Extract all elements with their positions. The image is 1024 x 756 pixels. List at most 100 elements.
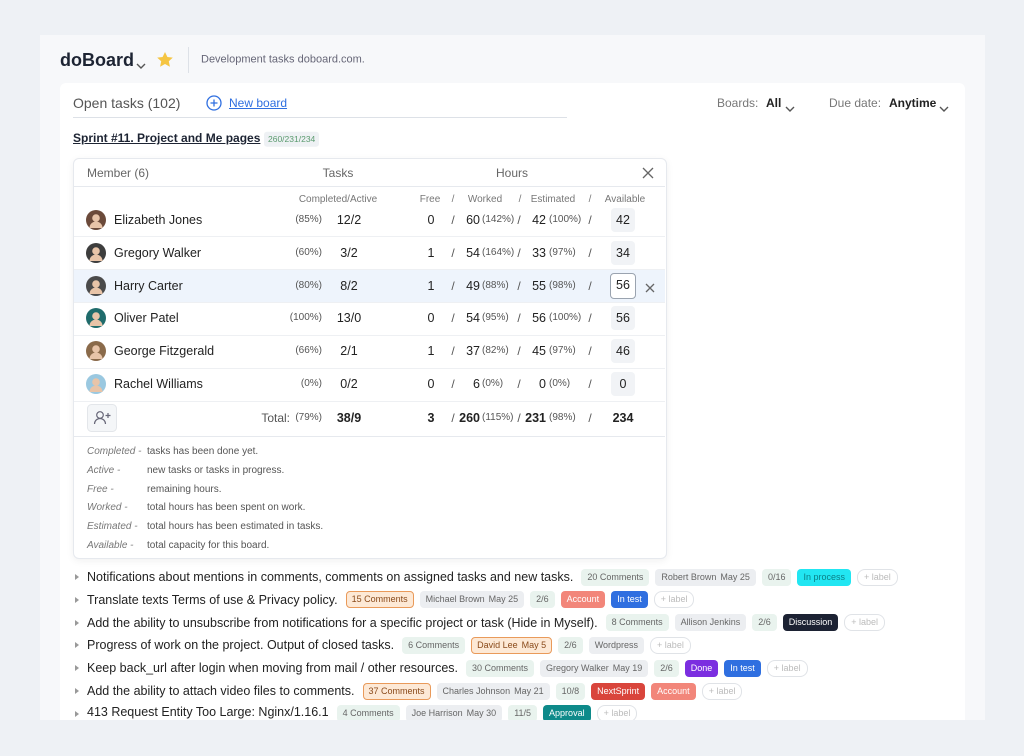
expand-arrow[interactable] xyxy=(73,614,81,632)
task-title[interactable]: Translate texts Terms of use & Privacy p… xyxy=(87,592,338,607)
task-row[interactable]: Add the ability to unsubscribe from noti… xyxy=(73,614,886,632)
assignee-name: Allison Jenkins xyxy=(680,617,741,628)
available-input[interactable]: 56 xyxy=(610,272,636,299)
task-label[interactable]: Done xyxy=(684,659,719,677)
task-label[interactable]: Discussion xyxy=(782,614,839,632)
expand-arrow[interactable] xyxy=(73,591,81,609)
task-label[interactable]: Account xyxy=(560,591,606,609)
boards-chevron[interactable] xyxy=(785,100,795,116)
separator: / xyxy=(588,344,592,359)
add-label[interactable]: + label xyxy=(844,614,886,632)
row-divider xyxy=(74,269,665,271)
assignee-name: Robert Brown xyxy=(661,571,717,582)
expand-arrow[interactable] xyxy=(73,705,81,720)
member-avatar-svg xyxy=(86,374,106,394)
boards-label: Boards: xyxy=(717,96,759,110)
row-clear[interactable] xyxy=(645,281,655,297)
available-input[interactable]: 46 xyxy=(611,339,635,364)
task-label[interactable]: Approval xyxy=(543,704,591,720)
assignee-chip[interactable]: Joe Harrison May 30 xyxy=(405,704,503,720)
add-label[interactable]: + label xyxy=(596,704,638,720)
task-label[interactable]: Account xyxy=(651,682,696,700)
assignee-chip[interactable]: Allison Jenkins xyxy=(674,614,747,632)
task-title[interactable]: Notifications about mentions in comments… xyxy=(87,570,574,584)
legend-term: Estimated - xyxy=(87,521,138,533)
expand-arrow[interactable] xyxy=(73,636,81,654)
panel-close[interactable] xyxy=(642,167,654,183)
due-value[interactable]: Anytime xyxy=(889,96,937,110)
separator: / xyxy=(517,245,521,260)
task-label[interactable]: In test xyxy=(611,591,648,609)
separator: / xyxy=(517,278,521,293)
new-board-link[interactable]: New board xyxy=(229,96,288,110)
comments-chip[interactable]: 30 Comments xyxy=(466,659,535,677)
assignee-date: May 5 xyxy=(521,639,547,650)
comments-chip[interactable]: 20 Comments xyxy=(581,568,650,586)
separator: / xyxy=(451,245,455,260)
add-label[interactable]: + label xyxy=(653,591,695,609)
board-title[interactable]: doBoard xyxy=(60,50,134,70)
expand-arrow[interactable] xyxy=(73,682,81,700)
assignee-chip[interactable]: Michael Brown May 25 xyxy=(419,591,525,609)
member-avatar-svg xyxy=(86,242,106,263)
total-available: 234 xyxy=(612,410,634,425)
add-label[interactable]: + label xyxy=(857,568,898,586)
available-input[interactable]: 34 xyxy=(611,240,635,265)
favorite-star[interactable] xyxy=(156,51,174,73)
member-name: Gregory Walker xyxy=(114,245,202,260)
task-row[interactable]: Translate texts Terms of use & Privacy p… xyxy=(73,591,695,609)
add-member[interactable] xyxy=(87,404,117,436)
task-label[interactable]: In test xyxy=(724,659,761,677)
add-label[interactable]: + label xyxy=(650,636,691,654)
task-row[interactable]: Add the ability to attach video files to… xyxy=(73,682,743,700)
available-input[interactable]: 42 xyxy=(611,208,635,232)
task-title[interactable]: Add the ability to attach video files to… xyxy=(87,684,355,698)
boards-value[interactable]: All xyxy=(766,96,782,110)
task-label[interactable]: Wordpress xyxy=(588,636,645,654)
count-chip: 2/6 xyxy=(530,591,555,609)
legend-term: Available - xyxy=(87,540,134,551)
task-title[interactable]: Add the ability to unsubscribe from noti… xyxy=(87,615,598,630)
arrow-svg xyxy=(75,665,79,672)
assignee-date: May 30 xyxy=(466,707,497,718)
due-chevron[interactable] xyxy=(939,100,949,116)
assignee-date: May 25 xyxy=(720,571,750,582)
add-label[interactable]: + label xyxy=(701,682,743,700)
task-row[interactable]: Keep back_url after login when moving fr… xyxy=(73,659,808,677)
add-label[interactable]: + label xyxy=(766,659,808,677)
assignee-chip[interactable]: David Lee May 5 xyxy=(471,636,553,654)
task-label[interactable]: In process xyxy=(797,568,851,586)
legend-term: Active - xyxy=(87,464,121,476)
comments-chip[interactable]: 15 Comments xyxy=(345,591,414,609)
comments-chip[interactable]: 8 Comments xyxy=(605,614,669,632)
arrow-svg xyxy=(75,642,79,649)
total-divider xyxy=(74,401,665,402)
assignee-chip[interactable]: Robert Brown May 25 xyxy=(655,568,756,586)
task-title[interactable]: Keep back_url after login when moving fr… xyxy=(87,661,459,676)
sprint-title[interactable]: Sprint #11. Project and Me pages xyxy=(73,131,261,145)
member-avatar xyxy=(86,242,106,267)
task-label[interactable]: NextSprint xyxy=(591,682,646,700)
assignee-chip[interactable]: Gregory Walker May 19 xyxy=(540,659,649,677)
members-panel xyxy=(73,158,667,559)
comments-chip[interactable]: 6 Comments xyxy=(402,636,466,654)
comments-chip[interactable]: 4 Comments xyxy=(336,704,400,720)
new-board-icon[interactable] xyxy=(206,95,222,115)
member-name: George Fitzgerald xyxy=(114,343,215,358)
selected-row-bg xyxy=(74,269,665,302)
assignee-chip[interactable]: Charles Johnson May 21 xyxy=(436,682,550,700)
legend-desc: tasks has been done yet. xyxy=(147,446,259,457)
task-title[interactable]: Progress of work on the project. Output … xyxy=(87,638,395,653)
task-title[interactable]: 413 Request Entity Too Large: Nginx/1.16… xyxy=(87,704,329,719)
available-input[interactable]: 0 xyxy=(611,372,635,396)
task-row[interactable]: Progress of work on the project. Output … xyxy=(73,636,691,654)
comments-chip[interactable]: 37 Comments xyxy=(362,682,431,700)
estimated-pct: (0%) xyxy=(549,378,571,389)
task-row[interactable]: Notifications about mentions in comments… xyxy=(73,568,898,586)
expand-arrow[interactable] xyxy=(73,659,81,677)
expand-arrow[interactable] xyxy=(73,568,81,586)
available-input[interactable]: 56 xyxy=(611,306,635,331)
task-row[interactable]: 413 Request Entity Too Large: Nginx/1.16… xyxy=(73,704,638,720)
title-chevron[interactable] xyxy=(136,57,146,73)
